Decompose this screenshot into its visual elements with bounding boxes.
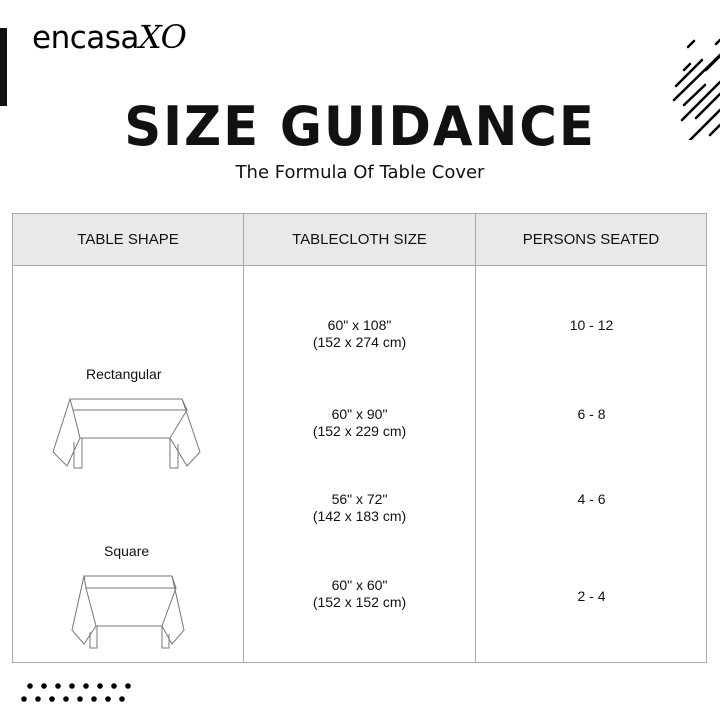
dots-decoration — [21, 683, 131, 702]
size-row-1: 60" x 108" (152 x 274 cm) — [312, 317, 407, 350]
header-persons-seated: PERSONS SEATED — [475, 213, 707, 266]
persons-row-1: 10 - 12 — [569, 317, 614, 333]
size-row-3: 56" x 72" (142 x 183 cm) — [312, 491, 407, 524]
size-row-2: 60" x 90" (152 x 229 cm) — [312, 406, 407, 439]
square-table-icon — [71, 575, 185, 649]
header-tablecloth-size: TABLECLOTH SIZE — [243, 213, 476, 266]
rectangular-table-icon — [52, 398, 201, 469]
persons-row-2: 6 - 8 — [577, 406, 606, 422]
size-row-4: 60" x 60" (152 x 152 cm) — [312, 577, 407, 610]
shape-label-square: Square — [104, 543, 150, 559]
table-header-row: TABLE SHAPE TABLECLOTH SIZE PERSONS SEAT… — [12, 213, 707, 266]
persons-row-4: 2 - 4 — [577, 588, 606, 604]
decorative-bar — [0, 28, 7, 106]
page-title: SIZE GUIDANCE — [124, 95, 596, 158]
persons-row-3: 4 - 6 — [577, 491, 606, 507]
brand-logo: encasaXO — [32, 18, 187, 56]
diagonal-stripes-decoration — [672, 38, 720, 140]
size-table: TABLE SHAPE TABLECLOTH SIZE PERSONS SEAT… — [12, 213, 707, 663]
header-table-shape: TABLE SHAPE — [12, 213, 244, 266]
shape-label-rectangular: Rectangular — [86, 366, 162, 382]
page-subtitle: The Formula Of Table Cover — [235, 162, 485, 183]
